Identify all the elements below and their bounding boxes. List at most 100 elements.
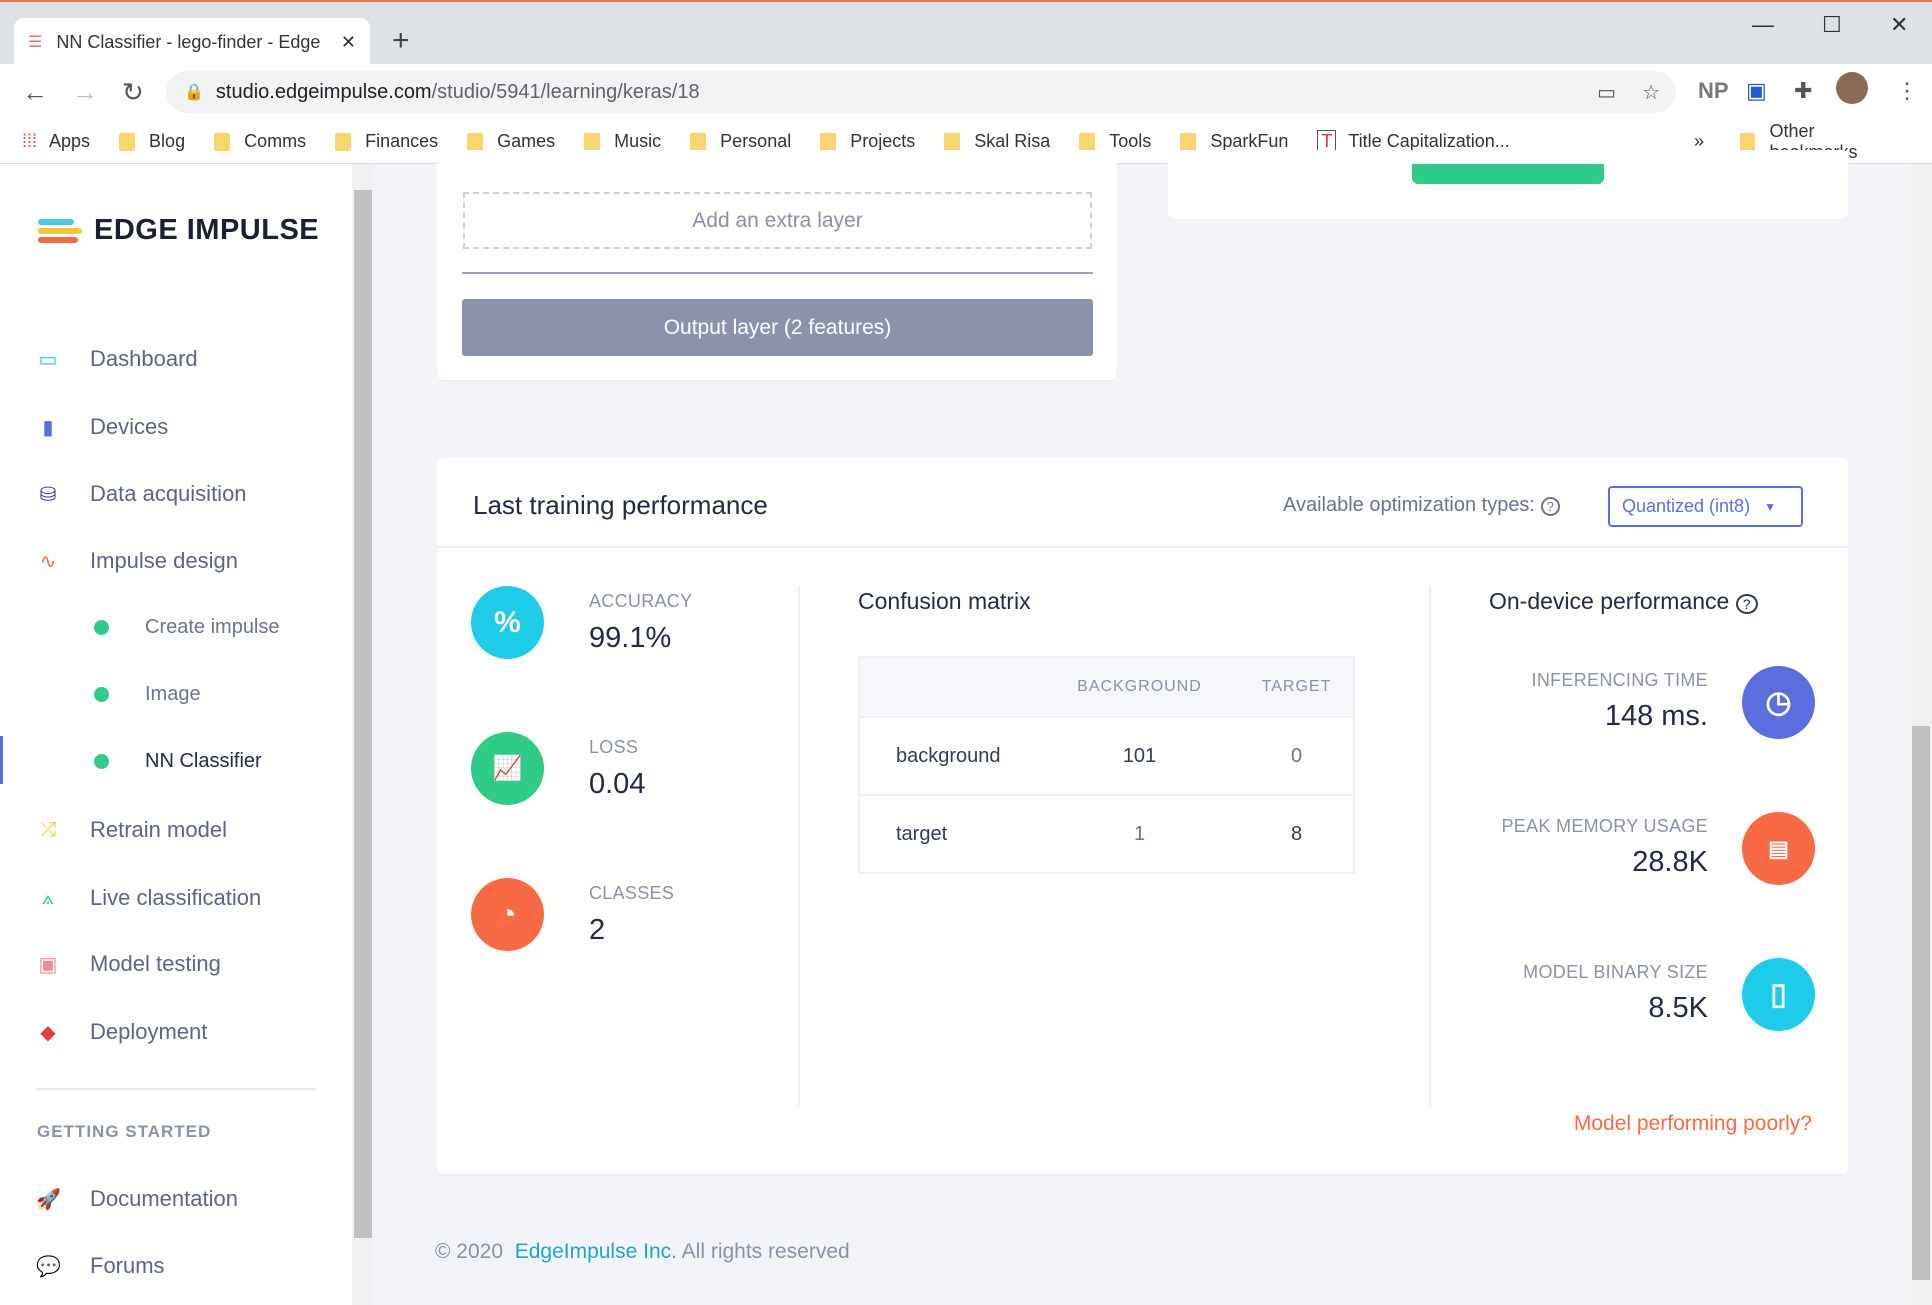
database-icon: ⛁ xyxy=(39,483,57,506)
start-training-button[interactable] xyxy=(1412,164,1604,184)
bookmark[interactable]: Games xyxy=(467,131,555,152)
company-link[interactable]: EdgeImpulse Inc. xyxy=(514,1240,677,1263)
folder-icon xyxy=(944,132,961,151)
folder-icon xyxy=(1079,132,1096,151)
sidebar-item-deployment[interactable]: ◆ Deployment xyxy=(36,1019,207,1045)
help-icon[interactable]: ? xyxy=(1540,497,1560,516)
matrix-header: BACKGROUND TARGET xyxy=(859,657,1354,717)
folder-icon xyxy=(690,132,707,151)
sidebar-item-documentation[interactable]: 🚀 Documentation xyxy=(36,1186,238,1212)
optimization-select[interactable]: Quantized (int8) ▼ xyxy=(1608,486,1803,527)
address-bar: ← → ↻ 🔒 studio.edgeimpulse.com/studio/59… xyxy=(0,64,1932,120)
copyright: © 2020 xyxy=(435,1240,504,1263)
sidebar-item-dashboard[interactable]: ▭ Dashboard xyxy=(36,346,198,372)
sidebar-item-data-acquisition[interactable]: ⛁ Data acquisition xyxy=(36,481,247,507)
bookmark[interactable]: SparkFun xyxy=(1180,131,1288,152)
help-icon[interactable]: ? xyxy=(1735,594,1758,614)
bookmark[interactable]: Tools xyxy=(1079,131,1151,152)
back-icon[interactable]: ← xyxy=(22,76,48,107)
monitor-icon: ▭ xyxy=(38,348,58,371)
model-performing-poorly-link[interactable]: Model performing poorly? xyxy=(1573,1112,1812,1135)
divider xyxy=(462,272,1093,274)
sidebar-item-image[interactable]: Image xyxy=(94,683,201,706)
bookmark-label: SparkFun xyxy=(1210,131,1289,151)
graph-icon: ⟑ xyxy=(41,886,55,909)
table-row: target 1 8 xyxy=(859,795,1354,873)
bookmark[interactable]: Projects xyxy=(820,131,915,152)
logo-icon xyxy=(38,216,82,246)
folder-icon xyxy=(1180,132,1197,151)
puzzle-icon[interactable]: ✚ xyxy=(1794,78,1813,103)
sidebar-item-nn-classifier[interactable]: NN Classifier xyxy=(94,750,262,773)
sidebar-item-live-classification[interactable]: ⟑ Live classification xyxy=(36,885,261,911)
add-extra-layer-button[interactable]: Add an extra layer xyxy=(463,192,1092,249)
title-text: On-device performance xyxy=(1489,588,1730,614)
forward-icon[interactable]: → xyxy=(72,76,98,107)
bookmarks-overflow[interactable]: » xyxy=(1694,131,1705,151)
apps-grid-icon: ⁞⁞⁞ xyxy=(22,131,38,151)
bookmark[interactable]: Blog xyxy=(119,131,185,152)
loss-label: LOSS xyxy=(589,737,639,757)
sidebar-label: Model testing xyxy=(90,951,221,976)
cast-icon[interactable]: ▭ xyxy=(1597,81,1616,104)
bookmark[interactable]: Personal xyxy=(690,131,791,152)
clipboard-icon: ▣ xyxy=(38,953,58,976)
close-tab-icon[interactable]: ✕ xyxy=(340,31,356,52)
bookmark-apps[interactable]: ⁞⁞⁞ Apps xyxy=(22,131,90,152)
folder-icon xyxy=(467,132,484,151)
sidebar-label: Data acquisition xyxy=(90,481,247,506)
extension-icon[interactable]: ▣ xyxy=(1746,78,1767,103)
star-icon[interactable]: ☆ xyxy=(1642,81,1660,104)
confusion-matrix: BACKGROUND TARGET background 101 0 target 1 8 xyxy=(858,656,1355,874)
maximize-icon[interactable]: ☐ xyxy=(1822,12,1842,37)
menu-icon[interactable]: ⋮ xyxy=(1896,78,1918,103)
folder-icon xyxy=(335,132,352,151)
reload-icon[interactable]: ↻ xyxy=(122,76,144,107)
sidebar-item-create-impulse[interactable]: Create impulse xyxy=(94,616,280,639)
sidebar-item-retrain-model[interactable]: ⤮ Retrain model xyxy=(36,817,227,843)
logo[interactable]: EDGE IMPULSE xyxy=(38,214,319,247)
sidebar-item-impulse-design[interactable]: ∿ Impulse design xyxy=(36,548,238,574)
cell: 8 xyxy=(1290,822,1303,845)
sidebar-item-forums[interactable]: 💬 Forums xyxy=(36,1253,165,1279)
bookmark-label: Personal xyxy=(720,131,792,151)
close-window-icon[interactable]: ✕ xyxy=(1890,12,1909,37)
sidebar-label: Live classification xyxy=(90,885,262,910)
bookmark-label: Tools xyxy=(1109,131,1152,151)
extension-np[interactable]: NP xyxy=(1698,78,1729,103)
binary-size-value: 8.5K xyxy=(1648,992,1708,1024)
minimize-icon[interactable]: — xyxy=(1752,12,1774,37)
status-dot xyxy=(94,687,109,702)
tab-title: NN Classifier - lego-finder - Edge xyxy=(56,31,321,52)
bookmark[interactable]: Comms xyxy=(214,131,306,152)
row-label: background xyxy=(896,744,1001,767)
bookmark[interactable]: Finances xyxy=(335,131,438,152)
new-tab-button[interactable]: + xyxy=(392,24,410,57)
sidebar-label: Documentation xyxy=(90,1186,238,1211)
bookmark[interactable]: Skal Risa xyxy=(944,131,1050,152)
bookmark[interactable]: Music xyxy=(584,131,661,152)
binary-size-label: MODEL BINARY SIZE xyxy=(1523,962,1708,982)
divider xyxy=(798,586,800,1106)
bookmark-label: Games xyxy=(497,131,556,151)
chip-icon: ▯ xyxy=(1742,958,1815,1031)
pie-chart-icon: ◔ xyxy=(471,878,544,951)
clock-icon: ◷ xyxy=(1742,666,1815,739)
pulse-icon: ∿ xyxy=(39,550,57,573)
box-icon: ◆ xyxy=(40,1021,56,1044)
tab-bar: ☰ NN Classifier - lego-finder - Edge ✕ +… xyxy=(0,0,1932,66)
folder-icon xyxy=(820,132,837,151)
cell: 101 xyxy=(1122,744,1157,767)
inferencing-label: INFERENCING TIME xyxy=(1531,670,1708,690)
sidebar-item-model-testing[interactable]: ▣ Model testing xyxy=(36,951,221,977)
folder-icon xyxy=(119,132,136,151)
page-scroll-thumb[interactable] xyxy=(1912,726,1930,1280)
url-input[interactable]: 🔒 studio.edgeimpulse.com/studio/5941/lea… xyxy=(166,71,1676,113)
bookmark-label: Skal Risa xyxy=(974,131,1051,151)
avatar[interactable] xyxy=(1836,72,1868,104)
sidebar-item-devices[interactable]: ▮ Devices xyxy=(36,414,168,440)
sidebar-scroll-thumb[interactable] xyxy=(354,190,372,1238)
browser-tab[interactable]: ☰ NN Classifier - lego-finder - Edge ✕ xyxy=(14,18,370,66)
sidebar-label: Impulse design xyxy=(90,548,238,573)
sidebar: EDGE IMPULSE ▭ Dashboard ▮ Devices ⛁ Data a… xyxy=(0,164,352,1305)
